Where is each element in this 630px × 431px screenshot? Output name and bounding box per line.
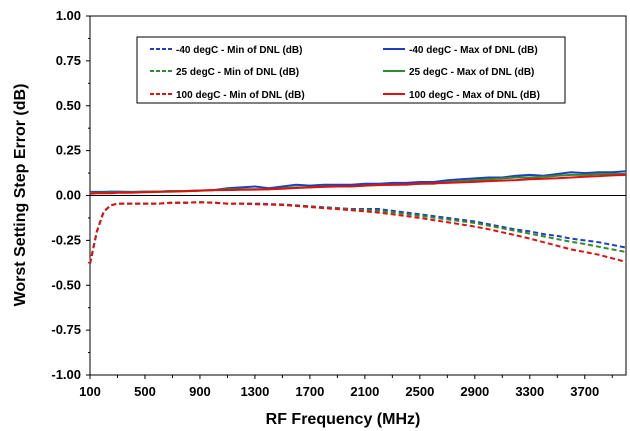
y-tick-label: -0.25 [51,232,81,247]
x-tick-label: 1300 [240,384,269,399]
x-tick-label: 500 [134,384,156,399]
legend-box [136,36,566,104]
legend-label-1: -40 degC - Min of DNL (dB) [176,45,302,56]
y-tick-label: 0.25 [56,143,81,158]
y-tick-label: 0.50 [56,98,81,113]
y-tick-label: -0.75 [51,322,81,337]
x-tick-label: 100 [79,384,101,399]
series-line-6 [89,173,627,195]
series-line-3 [89,201,627,264]
series-layer [89,170,627,264]
legend-label-4: 25 degC - Max of DNL (dB) [409,67,534,78]
y-tick-label: -1.00 [51,367,81,382]
x-tick-label: 3300 [515,384,544,399]
legend: -40 degC - Min of DNL (dB) -40 degC - Max… [136,36,566,104]
legend-label-6: 100 degC - Max of DNL (dB) [409,90,540,101]
y-tick-label: -0.50 [51,277,81,292]
x-tick-label: 1700 [295,384,324,399]
y-tick-label: 0.75 [56,53,81,68]
x-tick-label: 3700 [570,384,599,399]
x-tick-label: 2500 [405,384,434,399]
x-tick-label: 2100 [350,384,379,399]
series-line-2 [90,170,627,193]
x-axis-label: RF Frequency (MHz) [266,411,421,428]
legend-label-2: -40 degC - Max of DNL (dB) [409,45,538,56]
x-tick-label: 900 [189,384,211,399]
y-tick-label: 1.00 [56,8,81,23]
x-axis: 100 500 900 1300 1700 2100 2500 2900 3300 3700 [79,375,613,399]
series-line-1 [89,201,627,264]
x-tick-label: 2900 [460,384,489,399]
y-axis: -1.00 -0.75 -0.50 -0.25 0.00 0.25 0.50 0.75 1.00 [51,8,90,382]
series-line-5 [89,201,627,264]
legend-label-3: 25 degC - Min of DNL (dB) [176,67,299,78]
y-axis-label: Worst Setting Step Error (dB) [12,84,29,307]
legend-label-5: 100 degC - Min of DNL (dB) [176,90,305,101]
y-tick-label: 0.00 [56,188,81,203]
